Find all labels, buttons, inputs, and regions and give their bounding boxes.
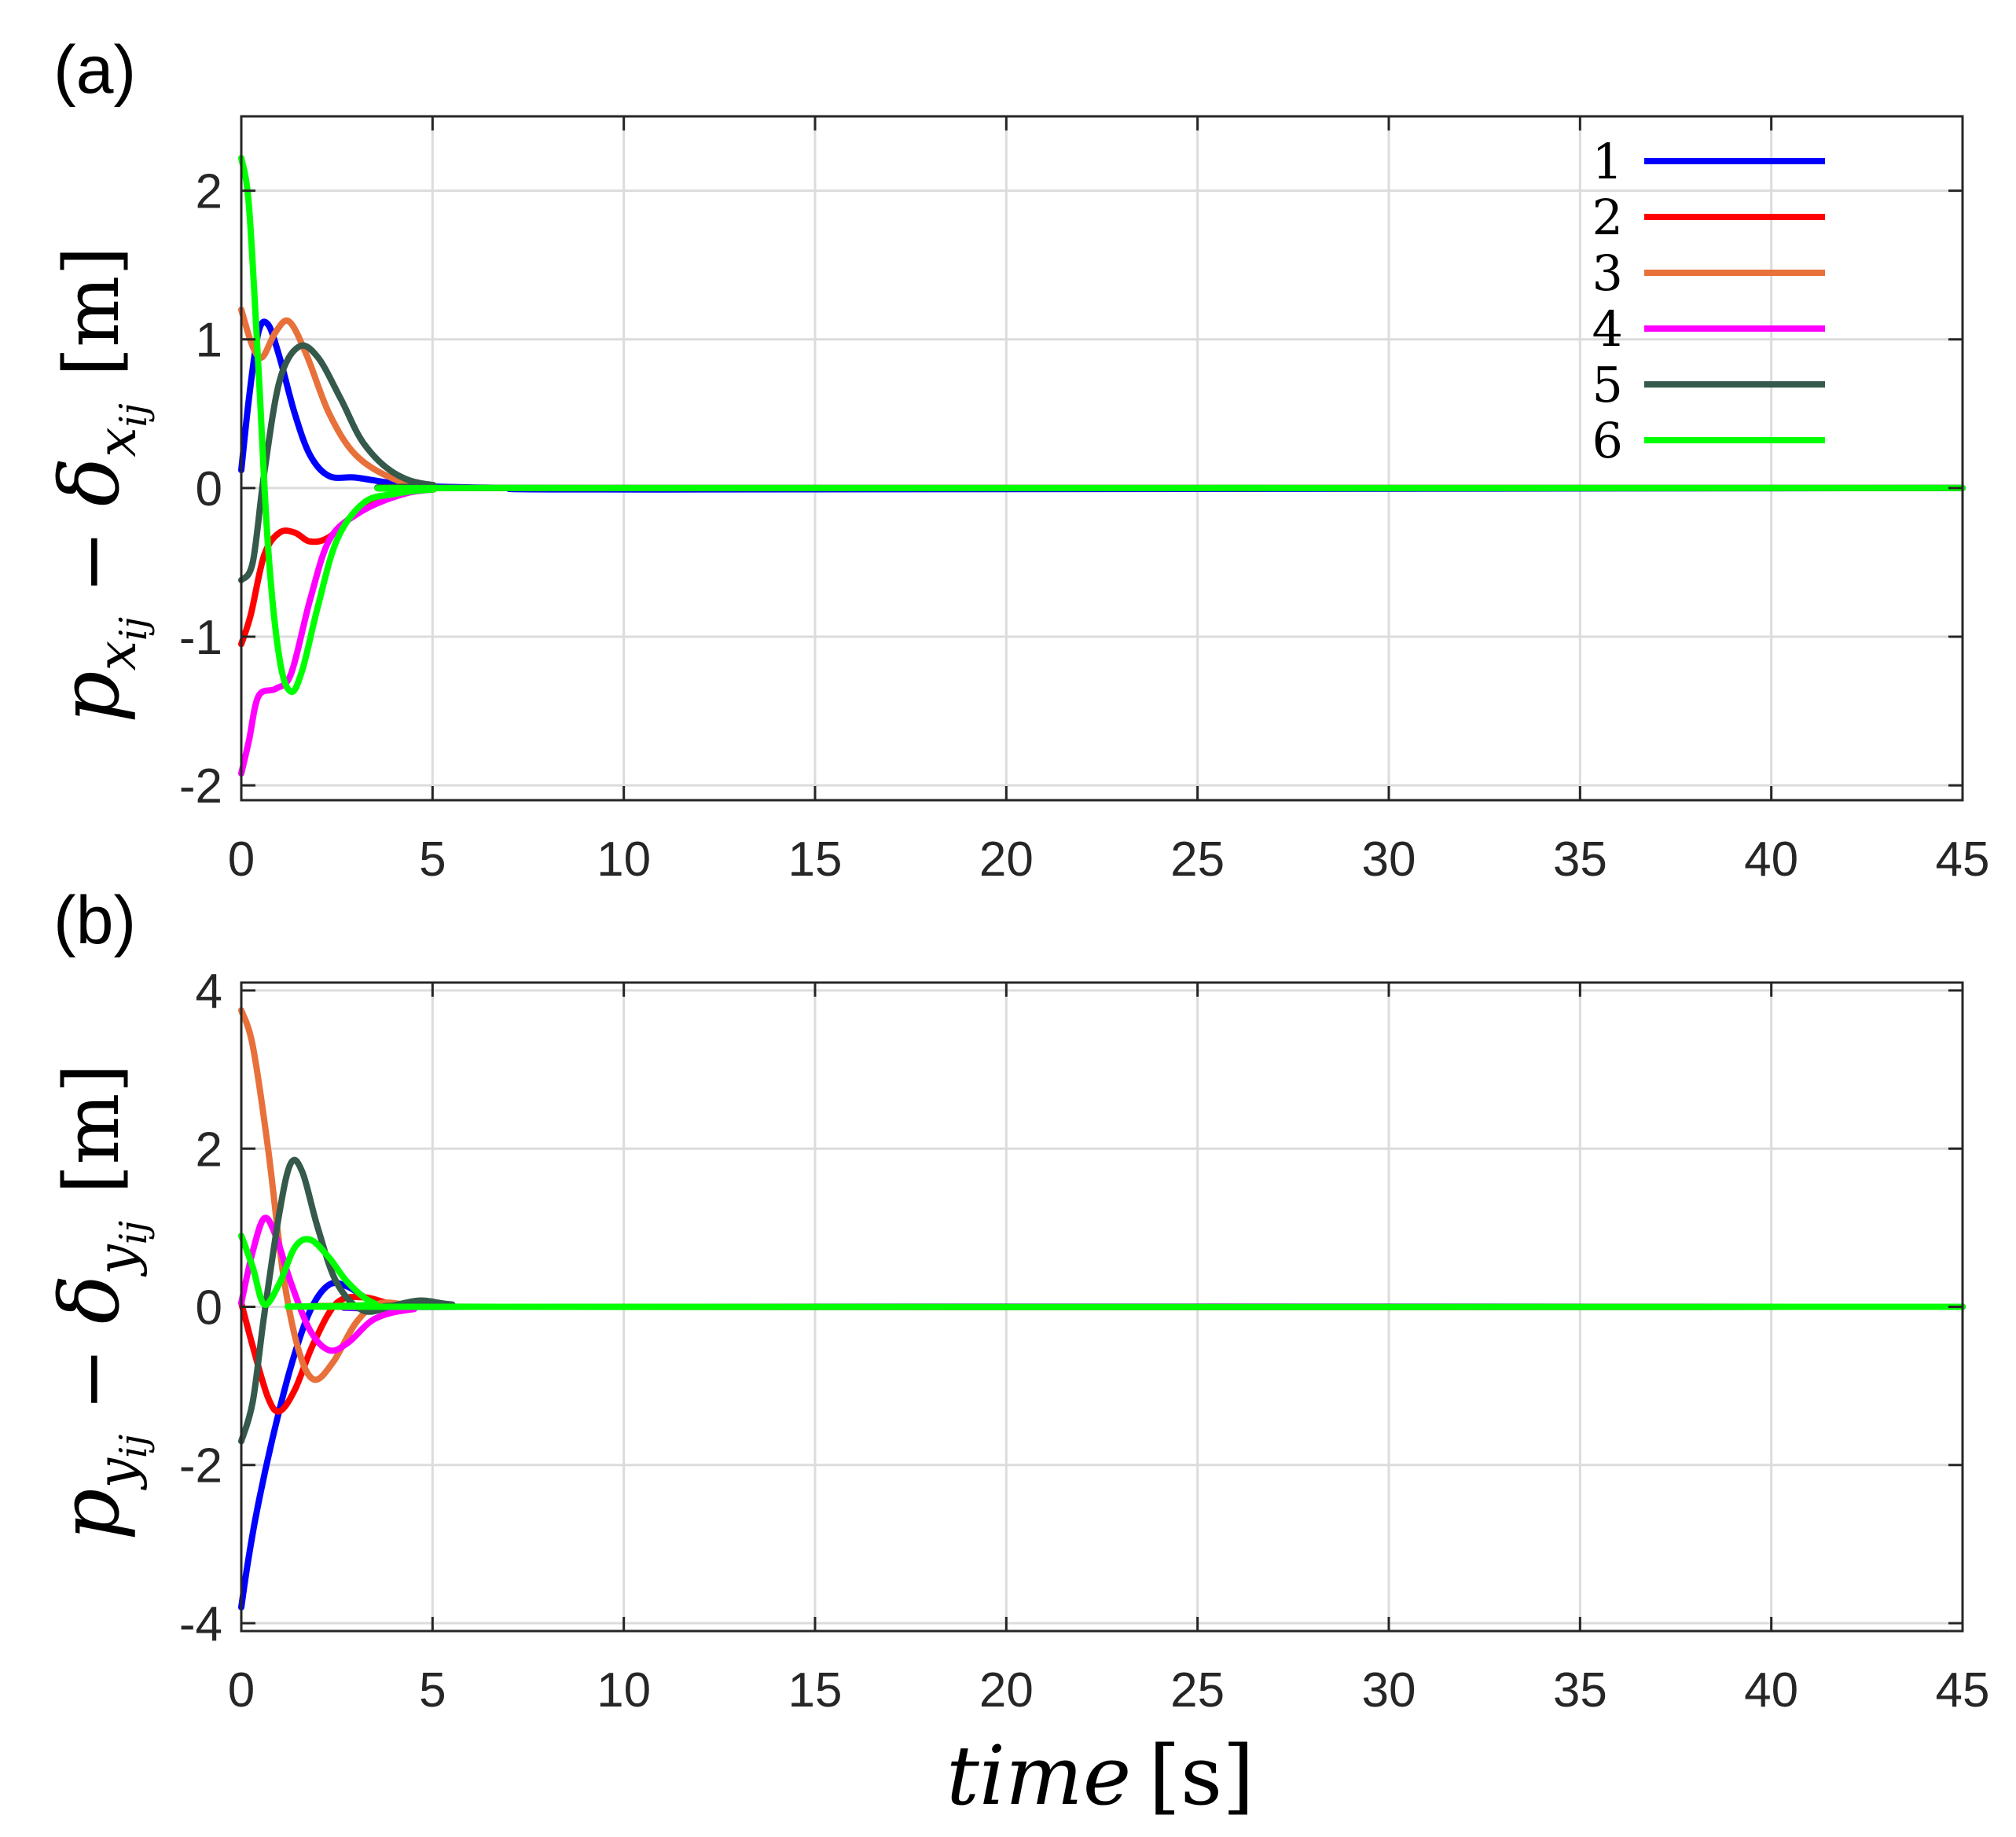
- x-tick-label: 30: [1362, 1663, 1416, 1718]
- x-tick-label: 15: [788, 1663, 843, 1718]
- panel-a-label: (a): [53, 32, 136, 108]
- xlabel: time [s]: [946, 1728, 1254, 1824]
- svg-text:pxij−δxij[m]: pxij−δxij[m]: [42, 246, 156, 723]
- ylabel-a-delta-subsub: ij: [112, 403, 156, 427]
- xlabel-var: time: [946, 1728, 1131, 1824]
- y-tick-label: 2: [196, 165, 222, 219]
- panel-a-ylabel: pxij−δxij[m]: [42, 246, 156, 723]
- ylabel-b-minus: −: [48, 1347, 136, 1410]
- x-tick-label: 10: [597, 1663, 651, 1718]
- x-tick-label: 40: [1744, 832, 1798, 887]
- y-tick-label: 0: [196, 462, 222, 516]
- series-line-5: [238, 342, 1966, 584]
- x-tick-label: 40: [1744, 1663, 1798, 1718]
- ylabel-a-minus: −: [48, 530, 136, 593]
- legend-label-6: 6: [1592, 412, 1623, 469]
- svg-text:pyij−δyij[m]: pyij−δyij[m]: [42, 1064, 156, 1541]
- series-line-6: [238, 1233, 1966, 1310]
- series-line-2: [238, 484, 1966, 648]
- series-line-4: [238, 1214, 1966, 1354]
- x-tick-label: 10: [597, 832, 651, 887]
- ylabel-a-subsub: ij: [112, 617, 156, 641]
- panel-b-label: (b): [53, 883, 136, 958]
- y-tick-label: 2: [196, 1122, 222, 1177]
- x-tick-label: 0: [228, 832, 255, 887]
- ylabel-a-sub: x: [86, 641, 149, 671]
- ylabel-a-delta: δ: [42, 457, 138, 507]
- x-tick-label: 15: [788, 832, 843, 887]
- series-line-3: [238, 306, 1966, 491]
- y-tick-label: 1: [196, 314, 222, 368]
- panel-a-axes-frame: [240, 115, 1964, 802]
- ylabel-a-delta-sub: x: [86, 427, 149, 457]
- y-tick-label: -4: [179, 1597, 222, 1651]
- panel-b-ylabel: pyij−δyij[m]: [42, 1064, 156, 1541]
- x-tick-label: 35: [1553, 1663, 1607, 1718]
- y-tick-label: -1: [179, 611, 222, 665]
- ylabel-b-sub: y: [86, 1457, 149, 1490]
- xlabel-unit: [s]: [1148, 1728, 1254, 1824]
- legend-label-1: 1: [1592, 133, 1623, 190]
- ylabel-b-var: p: [42, 1488, 138, 1541]
- series-line-6: [238, 155, 1966, 696]
- y-tick-label: -2: [179, 759, 222, 814]
- x-tick-label: 20: [979, 1663, 1034, 1718]
- ylabel-b-delta-sub: y: [86, 1244, 149, 1277]
- x-tick-label: 30: [1362, 832, 1416, 887]
- x-tick-label: 20: [979, 832, 1034, 887]
- x-tick-label: 25: [1170, 832, 1225, 887]
- series-line-1: [238, 1280, 1966, 1611]
- x-tick-label: 5: [419, 832, 446, 887]
- x-tick-label: 25: [1170, 1663, 1225, 1718]
- ylabel-b-unit: [m]: [48, 1064, 136, 1194]
- ylabel-b-delta: δ: [42, 1275, 138, 1324]
- ylabel-a-unit: [m]: [48, 246, 136, 377]
- legend-label-5: 5: [1592, 356, 1623, 413]
- series-line-2: [238, 1293, 1966, 1415]
- panel-a-series: [238, 155, 1966, 777]
- series-line-3: [238, 1007, 1966, 1383]
- series-line-5: [238, 1156, 1966, 1445]
- ylabel-b-delta-subsub: ij: [112, 1221, 156, 1244]
- x-tick-label: 0: [228, 1663, 255, 1718]
- ylabel-a-var: p: [42, 671, 138, 723]
- x-tick-label: 45: [1936, 1663, 1990, 1718]
- series-line-1: [238, 318, 1966, 493]
- panel-b-ticks: 0 5 10 15 20 25 30 35 40 45 -4 -2 0 2 4: [179, 964, 1990, 1718]
- legend-label-4: 4: [1592, 300, 1623, 358]
- panel-b-series: [238, 1007, 1966, 1611]
- series-line-4: [238, 484, 1966, 777]
- x-tick-label: 5: [419, 1663, 446, 1718]
- y-tick-label: 0: [196, 1281, 222, 1335]
- y-tick-label: 4: [196, 964, 222, 1019]
- y-tick-label: -2: [179, 1439, 222, 1493]
- x-tick-label: 35: [1553, 832, 1607, 887]
- legend-label-2: 2: [1592, 189, 1623, 246]
- ylabel-b-subsub: ij: [112, 1435, 156, 1458]
- x-tick-label: 45: [1936, 832, 1990, 887]
- legend-label-3: 3: [1592, 244, 1623, 302]
